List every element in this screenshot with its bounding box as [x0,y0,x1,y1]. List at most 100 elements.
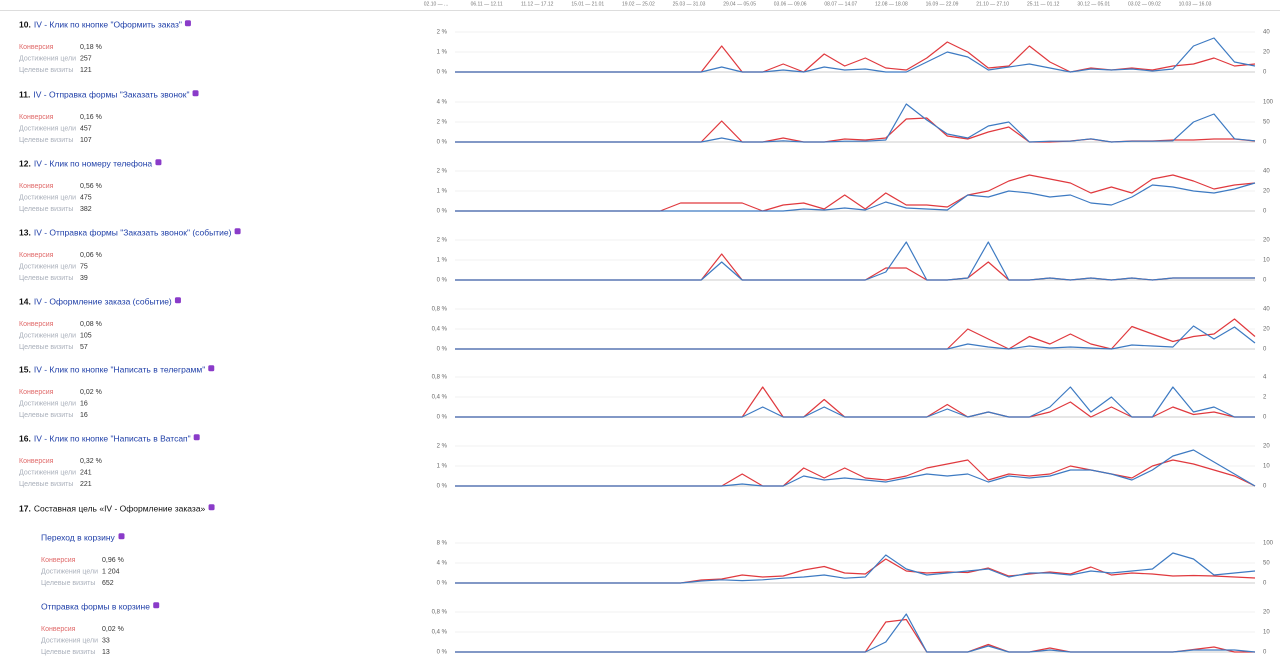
goal-icon [118,533,125,540]
y-tick-label: 0,4 % [432,395,448,401]
stat-value: 13 [102,649,110,656]
stat-label: Достижения цели [19,55,76,62]
stat-label: Достижения цели [41,568,98,575]
y-tick-label: 2 % [437,238,448,244]
goal-title[interactable]: Составная цель «IV - Оформление заказа» [34,503,206,513]
y2-tick-label: 0 [1263,140,1267,146]
date-label: 30.12 — 05.01 [1077,1,1110,7]
stat-label: Конверсия [19,458,54,465]
stat-label: Достижения цели [41,637,98,644]
stat-label: Конверсия [41,557,76,564]
stat-value: 0,16 % [80,114,102,121]
series-line [455,41,1256,73]
date-label: 06.11 — 12.11 [471,1,503,7]
y-tick-label: 2 % [437,169,448,175]
y2-tick-label: 20 [1263,238,1270,244]
series-line [455,37,1256,73]
goal-title[interactable]: IV - Отправка формы "Заказать звонок" [33,89,189,99]
stat-value: 221 [80,481,92,488]
stat-value: 652 [102,580,114,587]
stat-label: Достижения цели [19,400,76,407]
y2-tick-label: 0 [1263,209,1267,215]
goal-number: 12. [19,158,31,168]
stat-label: Целевые визиты [19,412,73,419]
goal-icon [234,228,241,235]
goal-title[interactable]: IV - Отправка формы "Заказать звонок" (с… [34,227,232,237]
goal-icon [193,434,200,441]
goal-icon [155,159,162,166]
y-tick-label: 4 % [437,100,448,106]
y2-tick-label: 20 [1263,610,1270,616]
y-tick-label: 2 % [437,30,448,36]
step-title[interactable]: Переход в корзину [41,532,116,542]
goal-icon [208,365,215,372]
step-title[interactable]: Отправка формы в корзине [41,601,150,611]
goal-number: 16. [19,433,31,443]
stat-value: 33 [102,637,110,644]
goal-icon [184,20,191,27]
y2-tick-label: 0 [1263,484,1267,490]
stat-value: 382 [80,206,92,213]
y-tick-label: 0 % [437,484,448,490]
y-tick-label: 1 % [437,464,448,470]
y2-tick-label: 100 [1263,100,1274,106]
stat-label: Конверсия [19,114,54,121]
goal-title[interactable]: IV - Клик по номеру телефона [34,158,153,168]
stat-value: 241 [80,469,92,476]
date-label: 03.06 — 09.06 [774,1,807,7]
stat-label: Целевые визиты [19,481,73,488]
stat-value: 75 [80,263,88,270]
y2-tick-label: 10 [1263,630,1270,636]
y2-tick-label: 0 [1263,650,1267,656]
goal-number: 13. [19,227,31,237]
y-tick-label: 4 % [437,561,448,567]
goal-icon [153,602,160,609]
date-label: 21.10 — 27.10 [976,1,1009,7]
series-line [455,386,1255,418]
series-line [455,613,1256,653]
stat-label: Целевые визиты [41,580,95,587]
date-label: 25.03 — 31.03 [673,1,706,7]
y2-tick-label: 10 [1263,464,1270,470]
series-line [455,449,1256,487]
y2-tick-label: 0 [1263,70,1267,76]
stat-label: Достижения цели [19,332,76,339]
stat-label: Конверсия [19,252,54,259]
stat-value: 0,08 % [80,321,102,328]
stat-label: Целевые визиты [19,67,73,74]
stat-label: Достижения цели [19,263,76,270]
goal-title[interactable]: IV - Клик по кнопке "Написать в телеграм… [34,364,205,374]
date-label: 25.11 — 01.12 [1027,1,1060,7]
stat-label: Целевые визиты [41,649,95,656]
date-label: 16.09 — 22.09 [926,1,959,7]
stat-value: 475 [80,194,92,201]
y-tick-label: 0 % [437,581,448,587]
goal-number: 11. [19,89,30,99]
goal-title[interactable]: IV - Оформление заказа (событие) [34,296,172,306]
y2-tick-label: 40 [1263,30,1270,36]
stat-label: Конверсия [19,44,54,51]
goal-icon [208,504,215,511]
y-tick-label: 0 % [437,347,448,353]
y-tick-label: 2 % [437,444,448,450]
stat-label: Достижения цели [19,125,76,132]
stat-value: 0,02 % [80,389,102,396]
y-tick-label: 2 % [437,120,448,126]
stat-value: 16 [80,412,88,419]
y2-tick-label: 50 [1263,561,1270,567]
y-tick-label: 0,4 % [432,327,448,333]
y2-tick-label: 50 [1263,120,1270,126]
goal-title[interactable]: IV - Клик по кнопке "Оформить заказ" [34,19,182,29]
stat-value: 39 [80,275,88,282]
stat-label: Целевые визиты [19,275,73,282]
y2-tick-label: 20 [1263,327,1270,333]
y-tick-label: 1 % [437,50,448,56]
goal-number: 14. [19,296,31,306]
y-tick-label: 0 % [437,209,448,215]
goal-title[interactable]: IV - Клик по кнопке "Написать в Ватсап" [34,433,191,443]
stat-value: 107 [80,137,92,144]
y2-tick-label: 20 [1263,189,1270,195]
y-tick-label: 0 % [437,140,448,146]
y-tick-label: 0,4 % [432,630,448,636]
date-label: 19.02 — 25.02 [622,1,655,7]
